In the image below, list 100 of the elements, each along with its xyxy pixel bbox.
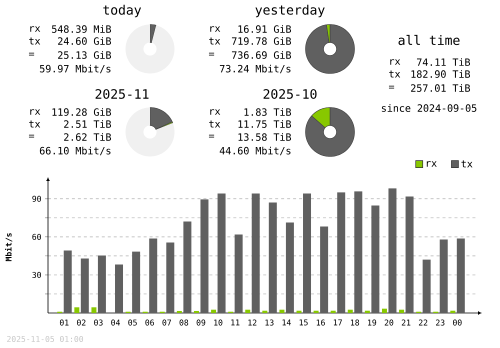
- text: =: [208, 134, 214, 138]
- x-tick-label: 10: [214, 320, 222, 326]
- bar: [211, 310, 216, 313]
- bar: [422, 260, 431, 313]
- text: =: [208, 52, 214, 56]
- bar: [166, 242, 174, 313]
- bar: [320, 226, 328, 313]
- bar: [268, 202, 277, 313]
- y-tick-label: 30: [32, 272, 41, 278]
- bar: [456, 238, 465, 313]
- x-tick-label: 21: [402, 320, 410, 326]
- y-axis-title: Mbit/s: [4, 233, 12, 262]
- text: =: [388, 86, 394, 89]
- text: tx: [29, 120, 40, 128]
- chart-title: 2025-10: [264, 89, 317, 99]
- text: 1.83 TiB: [244, 108, 292, 116]
- x-tick-label: 07: [162, 320, 172, 326]
- bar: [406, 196, 414, 313]
- y-tick-label: 60: [32, 234, 41, 240]
- bar: [149, 238, 158, 313]
- bar: [399, 310, 404, 313]
- y-tick-label: 90: [32, 196, 41, 202]
- text: 66.10 Mbit/s: [40, 146, 110, 156]
- x-tick-label: 17: [334, 320, 342, 326]
- x-tick-label: 12: [248, 320, 256, 326]
- text: 548.39 MiB: [52, 25, 112, 33]
- legend-label: rx: [426, 161, 437, 167]
- text: 119.28 GiB: [52, 108, 112, 116]
- text: tx: [209, 37, 220, 45]
- bar: [348, 310, 353, 313]
- text: rx: [210, 26, 220, 32]
- text: 719.78 GiB: [232, 37, 292, 45]
- text: =: [28, 52, 34, 56]
- x-tick-label: 23: [436, 320, 444, 326]
- text: 257.01 TiB: [411, 84, 470, 92]
- bar: [286, 222, 294, 313]
- x-tick-label: 05: [128, 320, 137, 326]
- x-tick-label: 09: [196, 320, 206, 326]
- chart-title: 2025-11: [96, 89, 149, 99]
- text: tx: [29, 37, 40, 45]
- text: 25.13 GiB: [58, 51, 112, 59]
- bar: [183, 221, 192, 313]
- text: 11.75 TiB: [238, 120, 292, 128]
- bar: [200, 199, 208, 313]
- text: 13.58 TiB: [238, 133, 292, 141]
- bar: [382, 308, 387, 313]
- bar: [91, 307, 96, 313]
- text: 24.60 GiB: [58, 37, 112, 45]
- text: 74.11 TiB: [416, 58, 470, 66]
- bar: [371, 205, 380, 313]
- bar: [80, 258, 89, 313]
- x-tick-label: 16: [316, 320, 325, 326]
- x-tick-label: 03: [94, 320, 103, 326]
- text: rx: [210, 109, 220, 115]
- text: rx: [30, 109, 40, 115]
- bar: [234, 234, 243, 313]
- text: 2025-11-05 01:00: [7, 336, 84, 342]
- text: 16.91 GiB: [238, 25, 292, 33]
- text: =: [28, 134, 34, 138]
- text: 736.69 GiB: [232, 51, 292, 59]
- bar: [388, 188, 396, 313]
- x-tick-label: 02: [77, 320, 86, 326]
- text: since 2024-09-05: [382, 104, 476, 112]
- x-tick-label: 11: [231, 320, 240, 326]
- x-tick-label: 14: [282, 320, 291, 326]
- bar: [115, 264, 124, 313]
- chart-title: yesterday: [255, 4, 325, 18]
- x-tick-label: 13: [265, 320, 274, 326]
- text: 73.24 Mbit/s: [220, 64, 290, 74]
- x-tick-label: 06: [145, 320, 154, 326]
- text: 44.60 Mbit/s: [220, 146, 290, 156]
- text: 2.51 TiB: [64, 120, 112, 128]
- x-tick-label: 01: [60, 320, 69, 326]
- bar: [64, 250, 72, 313]
- bar: [354, 191, 362, 313]
- bar: [98, 256, 106, 313]
- text: tx: [209, 120, 220, 128]
- bar: [440, 240, 448, 313]
- x-tick-label: 20: [384, 320, 394, 326]
- text: tx: [389, 70, 400, 78]
- bar: [245, 310, 250, 313]
- x-tick-label: 04: [111, 320, 120, 326]
- text: 59.97 Mbit/s: [40, 64, 110, 74]
- bar: [303, 193, 312, 313]
- x-tick-label: 18: [350, 320, 360, 326]
- x-tick-label: 08: [180, 320, 188, 326]
- bar: [252, 193, 260, 313]
- bar: [218, 193, 226, 313]
- chart-title: today: [103, 4, 142, 18]
- x-tick-label: 22: [418, 320, 428, 326]
- x-tick-label: 15: [300, 320, 308, 326]
- text: rx: [30, 26, 40, 32]
- text: 182.90 TiB: [411, 70, 470, 78]
- text: 2.62 TiB: [64, 133, 112, 141]
- bar: [337, 192, 346, 313]
- bar: [132, 252, 140, 313]
- bar: [74, 307, 80, 313]
- x-tick-label: 00: [453, 320, 462, 326]
- text: rx: [390, 59, 400, 65]
- legend-label: tx: [461, 160, 472, 168]
